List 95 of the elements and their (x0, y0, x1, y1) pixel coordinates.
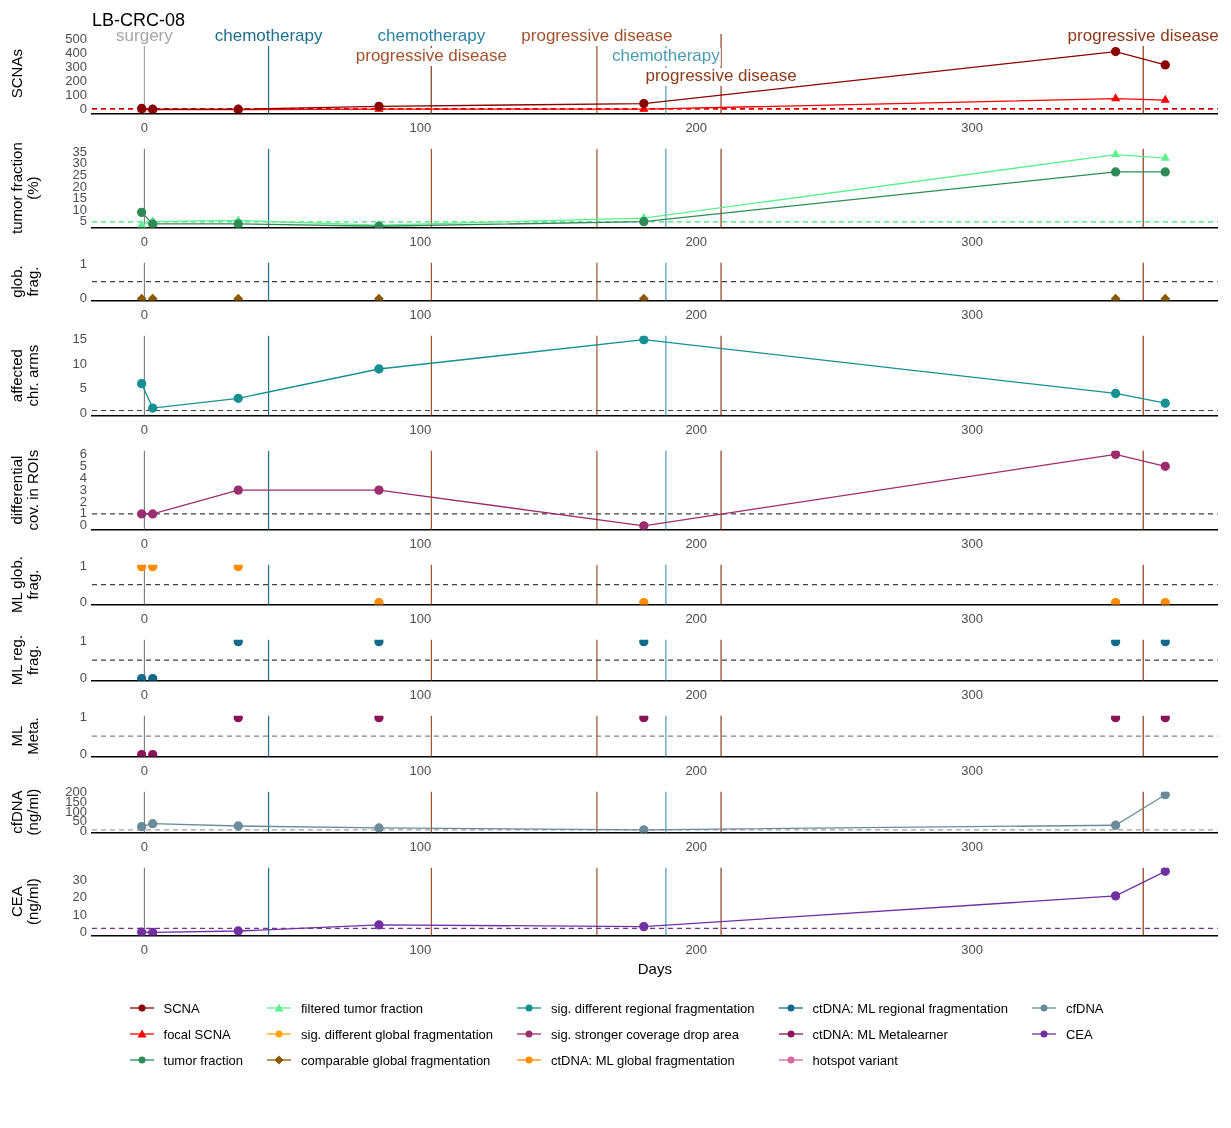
x-tick-label: 200 (685, 306, 708, 322)
x-tick-label: 0 (140, 686, 149, 702)
x-tick-label: 0 (140, 762, 149, 778)
x-tick-label: 200 (685, 233, 708, 249)
legend-label: SCNA (163, 1000, 200, 1016)
legend-label: sig. different global fragmentation (301, 1026, 493, 1042)
y-tick-label: 1 (79, 709, 87, 725)
y-axis-title: glob. frag. (8, 265, 41, 298)
x-tick-label: 0 (140, 119, 149, 135)
y-tick-label: 300 (65, 59, 87, 75)
x-tick-label: 0 (140, 306, 149, 322)
y-tick-label: 0 (79, 924, 87, 940)
legend-label: hotspot variant (812, 1052, 898, 1068)
x-tick-label: 100 (409, 233, 432, 249)
legend-label: sig. different regional fragmentation (551, 1000, 755, 1016)
x-tick-label: 300 (961, 535, 983, 551)
x-tick-label: 100 (409, 306, 432, 322)
x-tick-label: 200 (685, 686, 708, 702)
x-tick-label: 200 (685, 762, 708, 778)
x-tick-label: 0 (140, 233, 149, 249)
x-tick-label: 0 (140, 535, 149, 551)
y-axis-title: ML Meta. (8, 717, 41, 755)
x-tick-label: 200 (685, 838, 708, 854)
y-axis-title: SCNAs (8, 49, 26, 99)
x-tick-label: 100 (409, 610, 432, 626)
y-tick-label: 5 (79, 380, 87, 396)
x-tick-label: 300 (961, 610, 983, 626)
y-tick-label: 30 (72, 871, 87, 887)
ref-line-label: progressive disease (355, 46, 507, 66)
ref-line-label: chemotherapy (612, 46, 721, 66)
x-tick-label: 300 (961, 233, 983, 249)
y-axis-title: ML reg. frag. (8, 634, 41, 686)
y-axis-title: ML glob. frag. (8, 556, 41, 614)
ref-line-label: chemotherapy (214, 26, 323, 46)
x-tick-label: 300 (961, 306, 983, 322)
x-tick-label: 100 (409, 686, 432, 702)
x-axis-title: Days (637, 960, 672, 978)
legend-label: cfDNA (1065, 1000, 1104, 1016)
x-tick-label: 0 (140, 421, 149, 437)
legend-label: comparable global fragmentation (301, 1052, 491, 1068)
legend-label: tumor fraction (163, 1052, 243, 1068)
ref-line-label: chemotherapy (377, 26, 486, 46)
y-tick-label: 1 (79, 256, 87, 272)
legend-label: ctDNA: ML Metalearner (812, 1026, 948, 1042)
y-axis-title: cfDNA (ng/ml) (8, 788, 41, 836)
x-tick-label: 300 (961, 838, 983, 854)
legend-label: focal SCNA (163, 1026, 231, 1042)
x-tick-label: 0 (140, 941, 149, 957)
x-tick-label: 300 (961, 686, 983, 702)
ref-line-label: progressive disease (645, 66, 797, 86)
y-tick-label: 500 (65, 31, 87, 47)
y-axis-title: affected chr. arms (8, 344, 41, 407)
x-tick-label: 100 (409, 941, 432, 957)
x-tick-label: 200 (685, 610, 708, 626)
x-tick-label: 200 (685, 119, 708, 135)
y-tick-label: 10 (72, 906, 87, 922)
y-axis-title: CEA (ng/ml) (8, 878, 41, 925)
y-tick-label: 400 (65, 45, 87, 61)
y-tick-label: 100 (65, 87, 87, 103)
y-tick-label: 1 (79, 633, 87, 649)
x-tick-label: 300 (961, 762, 983, 778)
x-tick-label: 100 (409, 535, 432, 551)
legend-label: CEA (1065, 1026, 1093, 1042)
y-tick-label: 15 (72, 331, 87, 347)
y-tick-label: 0 (79, 290, 87, 306)
legend-label: ctDNA: ML global fragmentation (551, 1052, 735, 1068)
x-tick-label: 200 (685, 421, 708, 437)
y-axis-title: differential cov. in ROIs (8, 449, 41, 531)
x-tick-label: 100 (409, 762, 432, 778)
x-tick-label: 100 (409, 421, 432, 437)
x-tick-label: 100 (409, 838, 432, 854)
y-tick-label: 200 (65, 73, 87, 89)
legend-label: ctDNA: ML regional fragmentation (812, 1000, 1008, 1016)
y-axis-title: tumor fraction (%) (8, 142, 41, 234)
x-tick-label: 200 (685, 535, 708, 551)
y-tick-label: 0 (79, 746, 87, 762)
ref-line-label: progressive disease (521, 26, 673, 46)
legend-label: sig. stronger coverage drop area (551, 1026, 739, 1042)
y-tick-label: 0 (79, 670, 87, 686)
x-tick-label: 300 (961, 421, 983, 437)
ref-line-label: surgery (116, 26, 174, 46)
legend-label: filtered tumor fraction (301, 1000, 424, 1016)
y-tick-label: 0 (79, 404, 87, 420)
x-tick-label: 300 (961, 941, 983, 957)
x-tick-label: 0 (140, 610, 149, 626)
y-tick-label: 1 (79, 558, 87, 574)
y-tick-label: 10 (72, 355, 87, 371)
ref-line-label: progressive disease (1067, 26, 1219, 46)
y-tick-label: 0 (79, 594, 87, 610)
y-tick-label: 0 (79, 101, 87, 117)
x-tick-label: 200 (685, 941, 708, 957)
x-tick-label: 0 (140, 838, 149, 854)
y-tick-label: 20 (72, 889, 87, 905)
x-tick-label: 100 (409, 119, 432, 135)
x-tick-label: 300 (961, 119, 983, 135)
